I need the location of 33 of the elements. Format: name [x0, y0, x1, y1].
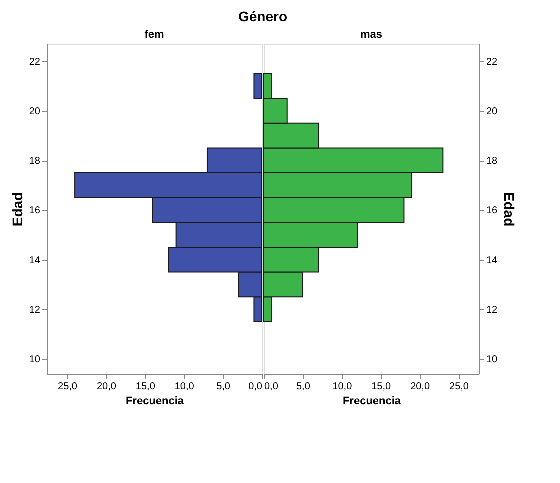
x-tick-label: 15,0 [136, 382, 156, 392]
y-tick-label: 18 [486, 156, 498, 168]
y-tick-label: 10 [486, 354, 498, 366]
x-axis-title: Frecuencia [126, 396, 185, 408]
y-tick-label: 12 [486, 304, 498, 316]
x-tick-label: 0,0 [264, 382, 279, 392]
x-tick-label: 10,0 [174, 382, 195, 392]
chart-subtitle: fem [144, 29, 164, 41]
x-tick-label: 0,0 [248, 382, 263, 392]
y-tick-label: 14 [29, 255, 41, 266]
x-tick-label: 15,0 [372, 382, 392, 392]
y-tick-label: 16 [29, 206, 41, 217]
x-tick-label: 10,0 [332, 382, 353, 392]
y-axis-title: Edad [502, 192, 518, 227]
y-tick-label: 22 [29, 56, 41, 68]
x-tick-label: 25,0 [58, 382, 78, 392]
chart-subtitle: mas [360, 29, 383, 41]
x-tick-label: 5,0 [216, 382, 231, 392]
y-tick-label: 20 [29, 106, 41, 118]
y-tick-label: 16 [486, 206, 498, 217]
y-tick-label: 22 [486, 56, 498, 68]
y-tick-label: 10 [29, 354, 41, 366]
y-tick-label: 18 [29, 156, 41, 168]
x-axis-title: Frecuencia [342, 396, 402, 408]
chart-title: Género [238, 8, 288, 24]
x-tick-label: 20,0 [96, 382, 117, 392]
y-tick-label: 14 [486, 255, 498, 266]
y-axis-title: Edad [9, 192, 26, 227]
x-tick-label: 20,0 [410, 382, 430, 392]
x-tick-label: 5,0 [296, 382, 311, 392]
y-tick-label: 20 [486, 106, 498, 118]
x-tick-label: 25,0 [450, 382, 470, 392]
y-tick-label: 12 [29, 304, 41, 316]
